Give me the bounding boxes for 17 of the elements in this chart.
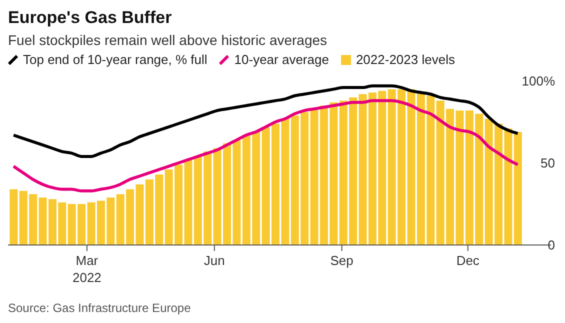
legend-label: 2022-2023 levels	[354, 52, 455, 67]
x-tick-label: Sep	[330, 253, 354, 268]
legend-label: 10-year average	[233, 52, 329, 67]
line-series	[12, 84, 520, 158]
line-series	[12, 99, 520, 192]
y-tick-label: 100%	[522, 74, 556, 88]
bar	[514, 132, 522, 245]
source-note: Source: Gas Infrastructure Europe	[8, 301, 191, 315]
x-tick-label: Jun	[204, 253, 225, 268]
legend-label: Top end of 10-year range, % full	[22, 52, 208, 67]
chart-title: Europe's Gas Buffer	[8, 8, 173, 28]
chart-subtitle: Fuel stockpiles remain well above historic averages	[8, 31, 328, 50]
y-tick-label: 50	[540, 156, 555, 170]
bar	[10, 189, 18, 245]
y-tick-label: 0	[548, 238, 555, 252]
x-tick-label: Mar 2022	[72, 253, 102, 285]
x-tick-label: Dec	[456, 253, 480, 268]
